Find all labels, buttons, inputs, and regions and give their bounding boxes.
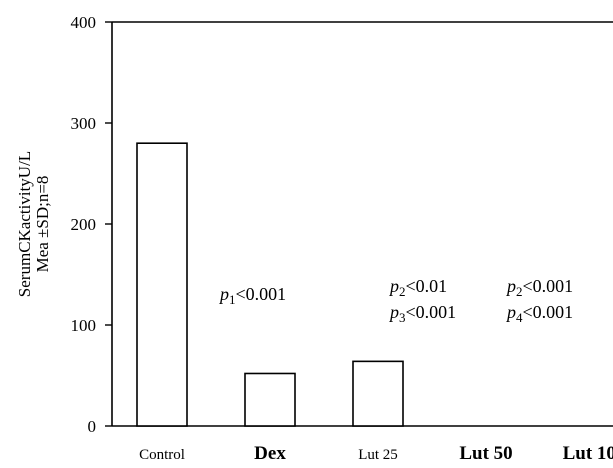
p-value-annotation: p1<0.001	[218, 284, 286, 307]
bar-lut-25	[352, 360, 404, 427]
category-label: Lut 50	[459, 443, 512, 464]
category-label: Control	[139, 447, 185, 463]
bar-control	[136, 142, 188, 427]
p-symbol: p	[505, 302, 516, 322]
p-symbol: p	[218, 284, 229, 304]
p-subscript: 4	[516, 310, 523, 325]
y-tick-labels: 0 100 200 300 400	[71, 13, 97, 436]
p-threshold: <0.001	[406, 302, 457, 322]
p-threshold: <0.001	[236, 284, 287, 304]
y-axis-label-line1: SerumCKactivityU/L	[15, 151, 34, 297]
p-subscript: 2	[399, 284, 406, 299]
p-value-annotation: p2<0.001	[505, 276, 573, 299]
p-value-annotation: p2<0.01	[388, 276, 447, 299]
p-subscript: 1	[229, 292, 236, 307]
p-symbol: p	[388, 276, 399, 296]
p-symbol: p	[388, 302, 399, 322]
y-tick-label: 0	[88, 417, 97, 436]
p-threshold: <0.001	[523, 302, 574, 322]
p-symbol: p	[505, 276, 516, 296]
category-label: Lut 25	[358, 447, 398, 463]
category-label: Lut 100	[563, 443, 613, 464]
p-threshold: <0.01	[406, 276, 448, 296]
y-tick-label: 400	[71, 13, 97, 32]
p-subscript: 2	[516, 284, 523, 299]
y-axis-label-line2: Mea ±SD;n=8	[33, 176, 52, 273]
y-tick-label: 300	[71, 114, 97, 133]
y-tick-label: 100	[71, 316, 97, 335]
y-axis-label: SerumCKactivityU/L Mea ±SD;n=8	[15, 151, 52, 297]
category-label: Dex	[254, 443, 286, 464]
p-value-annotation: p4<0.001	[505, 302, 573, 325]
p-value-annotation: p3<0.001	[388, 302, 456, 325]
bars	[136, 142, 404, 427]
p-subscript: 3	[399, 310, 406, 325]
category-labels: Control Dex Lut 25 Lut 50 Lut 100	[139, 443, 613, 464]
p-threshold: <0.001	[523, 276, 574, 296]
bar-dex	[244, 372, 296, 427]
y-tick-label: 200	[71, 215, 97, 234]
